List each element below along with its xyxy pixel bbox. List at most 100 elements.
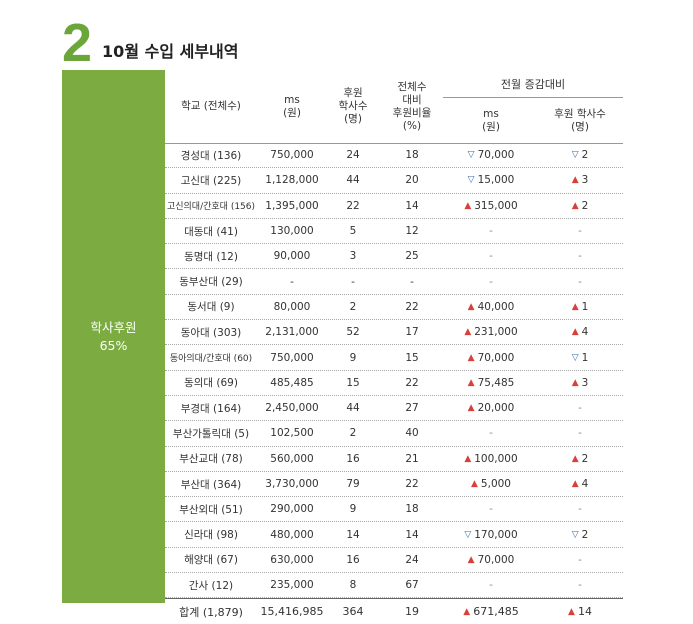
section-number: 2 [62, 13, 93, 73]
donors-cell: 44 [346, 402, 360, 415]
donors-cell: 364 [342, 605, 364, 619]
ms-cell: 3,730,000 [265, 478, 319, 490]
donors-cell: 15 [346, 376, 360, 389]
school-cell: 대동대 (41) [184, 225, 238, 238]
school-cell: 부산교대 (78) [179, 453, 243, 466]
school-cell: 고신대 (225) [180, 174, 242, 187]
decrease-icon: ▽ [467, 175, 475, 186]
increase-icon: ▲ [463, 606, 471, 617]
donors-cell: - [351, 275, 355, 288]
school-cell: 동아의대/간호대 (60) [169, 354, 253, 365]
donor-change-cell: ▲ 1 [571, 300, 589, 313]
decrease-icon: ▽ [467, 150, 475, 161]
donors-cell: 79 [346, 478, 360, 490]
ratio-cell: 22 [405, 376, 419, 389]
school-cell: 부산가톨릭대 (5) [172, 427, 250, 440]
donor-change-cell: - [578, 579, 582, 592]
donor-change-cell: ▲ 2 [571, 452, 589, 465]
ms-cell: - [290, 275, 294, 288]
table-row: 대동대 (41) 130,000 5 12 - - [165, 219, 623, 245]
ratio-cell: 24 [405, 553, 419, 566]
ratio-cell: 14 [405, 199, 419, 212]
increase-icon: ▲ [571, 301, 579, 312]
increase-icon: ▲ [467, 403, 475, 414]
donor-change-cell: - [578, 553, 582, 566]
ms-cell: 2,131,000 [265, 326, 319, 339]
header-ms: ms (원) [283, 93, 301, 119]
ratio-cell: 40 [405, 427, 419, 440]
decrease-icon: ▽ [571, 529, 579, 540]
ms-cell: 2,450,000 [265, 402, 319, 415]
header-ratio: 전체수 대비 후원비율 (%) [392, 80, 432, 132]
table-row: 부경대 (164) 2,450,000 44 27 ▲ 20,000 - [165, 396, 623, 422]
donor-change-cell: ▽ 2 [571, 149, 589, 162]
header-donor-change: 후원 학사수 (명) [554, 107, 606, 133]
table-row: 고신대 (225) 1,128,000 44 20 ▽ 15,000 ▲ 3 [165, 168, 623, 194]
school-cell: 해양대 (67) [184, 554, 238, 567]
ratio-cell: - [410, 275, 414, 288]
ms-change-cell: ▲ 100,000 [464, 452, 518, 465]
ratio-cell: 67 [405, 579, 419, 592]
ms-change-cell: - [489, 579, 493, 592]
table-row: 동서대 (9) 80,000 2 22 ▲ 40,000 ▲ 1 [165, 295, 623, 321]
ms-change-cell: ▽ 70,000 [467, 149, 515, 162]
donors-cell: 24 [346, 149, 360, 162]
category-percent: 65% [99, 337, 128, 353]
donors-cell: 16 [346, 452, 360, 465]
section-title: 10월 수입 세부내역 [102, 42, 239, 61]
ms-change-cell: - [489, 427, 493, 440]
income-table: 학교 (전체수) ms (원) 후원 학사수 (명) 전체수 대비 후원비율 (… [165, 70, 623, 619]
increase-icon: ▲ [464, 327, 472, 338]
decrease-icon: ▽ [571, 150, 579, 161]
ms-cell: 290,000 [270, 503, 314, 516]
school-cell: 합계 (1,879) [179, 605, 243, 619]
ratio-cell: 15 [405, 351, 419, 364]
increase-icon: ▲ [571, 453, 579, 464]
school-cell: 고신의대/간호대 (156) [166, 202, 256, 213]
ms-change-cell: ▲ 20,000 [467, 402, 515, 415]
ms-cell: 560,000 [270, 452, 314, 465]
table-row: 동부산대 (29) - - - - - [165, 269, 623, 295]
table-row: 동아의대/간호대 (60) 750,000 9 15 ▲ 70,000 ▽ 1 [165, 345, 623, 371]
ratio-cell: 21 [405, 452, 419, 465]
ratio-cell: 17 [405, 326, 419, 339]
donor-change-cell: - [578, 503, 582, 516]
donors-cell: 2 [349, 300, 357, 313]
ratio-cell: 14 [405, 528, 419, 541]
ms-change-cell: - [489, 250, 493, 263]
school-cell: 동서대 (9) [187, 301, 235, 314]
increase-icon: ▲ [571, 377, 579, 388]
ms-change-cell: ▲ 315,000 [464, 199, 518, 212]
donor-change-cell: - [578, 402, 582, 415]
table-row: 동의대 (69) 485,485 15 22 ▲ 75,485 ▲ 3 [165, 371, 623, 396]
donor-change-cell: ▲ 14 [568, 605, 592, 619]
ms-change-cell: ▽ 15,000 [467, 174, 515, 187]
donor-change-cell: ▽ 1 [571, 351, 589, 364]
ms-cell: 630,000 [270, 553, 314, 566]
increase-icon: ▲ [571, 327, 579, 338]
increase-icon: ▲ [568, 606, 575, 617]
table-row: 부산가톨릭대 (5) 102,500 2 40 - - [165, 421, 623, 447]
increase-icon: ▲ [467, 377, 475, 388]
ms-change-cell: ▲ 671,485 [463, 605, 519, 619]
school-cell: 동아대 (303) [180, 326, 242, 339]
donors-cell: 16 [346, 553, 360, 566]
category-sidebar: 학사후원 65% [62, 70, 165, 603]
donors-cell: 8 [349, 579, 357, 592]
ms-change-cell: - [489, 225, 493, 238]
ms-change-cell: - [489, 503, 493, 516]
table-row: 동명대 (12) 90,000 3 25 - - [165, 244, 623, 270]
total-row: 합계 (1,879) 15,416,985 364 19 ▲ 671,485 ▲ 14 [165, 598, 623, 624]
ms-cell: 80,000 [273, 300, 311, 313]
donor-change-cell: - [578, 275, 582, 288]
decrease-icon: ▽ [571, 352, 579, 363]
donors-cell: 14 [346, 528, 360, 541]
ratio-cell: 22 [405, 478, 419, 490]
ms-cell: 480,000 [270, 528, 314, 541]
ms-change-cell: - [489, 275, 493, 288]
ratio-cell: 18 [405, 149, 419, 162]
table-row: 간사 (12) 235,000 8 67 - - [165, 573, 623, 599]
ratio-cell: 18 [405, 503, 419, 516]
school-cell: 부산외대 (51) [179, 503, 243, 516]
school-cell: 동부산대 (29) [179, 276, 243, 289]
